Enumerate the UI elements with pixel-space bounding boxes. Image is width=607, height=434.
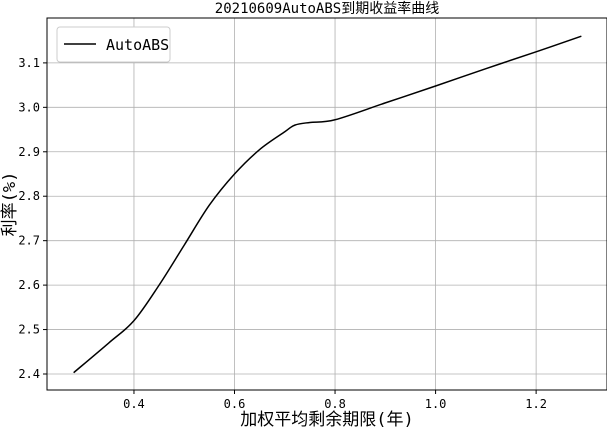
- legend-label: AutoABS: [106, 36, 169, 54]
- y-axis: 2.4 2.5 2.6 2.7 2.8 2.9 3.0 3.1: [18, 56, 47, 381]
- y-tick-label: 3.0: [18, 100, 40, 114]
- chart-title: 20210609AutoABS到期收益率曲线: [215, 0, 439, 17]
- y-tick-label: 2.5: [18, 323, 40, 337]
- legend-box: [56, 26, 171, 63]
- series-lines: [73, 35, 582, 374]
- x-tick-label: 1.0: [425, 397, 447, 411]
- grid: [47, 18, 607, 390]
- y-tick-label: 2.7: [18, 234, 40, 248]
- x-axis: 0.4 0.6 0.8 1.0 1.2: [123, 390, 547, 411]
- x-tick-label: 1.2: [525, 397, 547, 411]
- plot-frame: [46, 17, 607, 391]
- series-line-AutoABS: [73, 35, 582, 374]
- y-tick-label: 3.1: [18, 56, 40, 70]
- y-tick-label: 2.9: [18, 145, 40, 159]
- x-tick-label: 0.4: [123, 397, 145, 411]
- x-tick-label: 0.6: [224, 397, 246, 411]
- legend: AutoABS: [56, 26, 171, 63]
- x-tick-label: 0.8: [324, 397, 346, 411]
- y-tick-label: 2.4: [18, 367, 40, 381]
- y-tick-label: 2.8: [18, 189, 40, 203]
- x-axis-label: 加权平均剩余期限(年): [240, 410, 413, 430]
- y-tick-label: 2.6: [18, 278, 40, 292]
- y-axis-label: 利率(%): [0, 172, 20, 237]
